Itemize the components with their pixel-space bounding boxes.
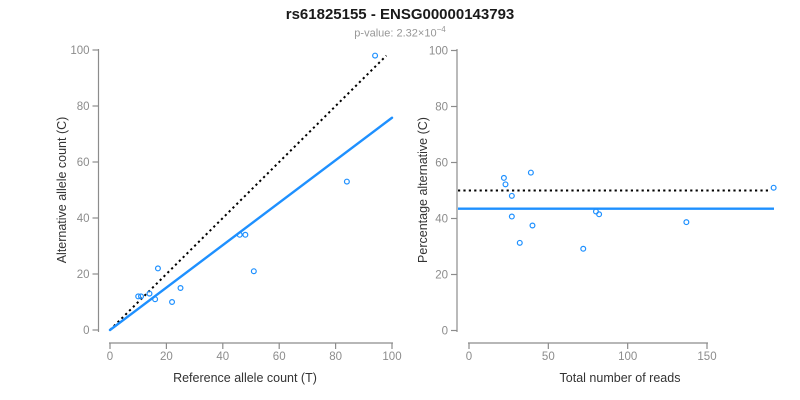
y-tick-label: 40 <box>435 213 448 225</box>
data-point <box>343 178 350 185</box>
y-tick-label: 80 <box>77 101 90 113</box>
x-tick-label: 0 <box>466 351 472 363</box>
data-point <box>527 169 534 176</box>
identity-dotted-line <box>109 54 388 331</box>
x-tick-label: 0 <box>107 351 113 363</box>
x-axis-title: Reference allele count (T) <box>173 371 317 385</box>
y-tick-label: 60 <box>77 157 90 169</box>
x-tick-label: 50 <box>542 351 555 363</box>
plot-panel-left: 0 20 40 60 80 100 0 20 40 60 80 100 Reference allele… <box>55 45 402 385</box>
y-tick-label: 60 <box>435 157 448 169</box>
data-point <box>372 52 379 59</box>
data-point <box>770 184 777 191</box>
data-point <box>502 181 509 188</box>
pvalue-mantissa: 2.32×10 <box>396 27 437 40</box>
data-point <box>683 219 690 226</box>
data-point <box>529 222 536 229</box>
x-tick-label: 20 <box>160 351 173 363</box>
regression-line <box>108 116 394 332</box>
x-tick-label: 60 <box>273 351 286 363</box>
y-axis-title: Percentage alternative (C) <box>416 117 430 263</box>
x-tick-label: 100 <box>382 351 401 363</box>
data-point <box>152 296 159 303</box>
data-point <box>138 293 145 300</box>
data-point <box>250 268 257 275</box>
data-point <box>508 213 515 220</box>
x-tick-label: 150 <box>697 351 716 363</box>
data-point <box>135 293 142 300</box>
x-tick-label: 40 <box>216 351 229 363</box>
data-point <box>236 231 243 238</box>
y-axis-title: Alternative allele count (C) <box>55 117 69 264</box>
x-tick-label: 100 <box>618 351 637 363</box>
plot-subtitle: p-value: 2.32×10−4 <box>0 25 800 40</box>
data-point <box>242 231 249 238</box>
pvalue-exponent: −4 <box>436 25 446 34</box>
data-point <box>516 239 523 246</box>
y-tick-label: 20 <box>77 269 90 281</box>
y-tick-label: 40 <box>77 213 90 225</box>
data-point <box>154 265 161 272</box>
y-tick-label: 100 <box>70 45 89 57</box>
y-tick-label: 20 <box>435 269 448 281</box>
pvalue-prefix: p-value: <box>354 27 394 40</box>
x-tick-label: 80 <box>329 351 342 363</box>
data-point <box>580 245 587 252</box>
plot-title: rs61825155 - ENSG00000143793 <box>285 6 515 23</box>
y-tick-label: 80 <box>435 101 448 113</box>
y-tick-label: 0 <box>83 325 89 337</box>
data-point <box>146 290 153 297</box>
x-axis-title: Total number of reads <box>560 371 681 385</box>
y-tick-label: 100 <box>429 45 448 57</box>
data-point <box>596 211 603 218</box>
data-point <box>177 285 184 292</box>
y-tick-label: 0 <box>442 325 448 337</box>
data-point <box>500 174 507 181</box>
data-point <box>169 299 176 306</box>
plot-panel-right: 0 20 40 60 80 100 0 50 100 150 Total number of rea… <box>416 45 777 385</box>
data-point <box>508 192 515 199</box>
